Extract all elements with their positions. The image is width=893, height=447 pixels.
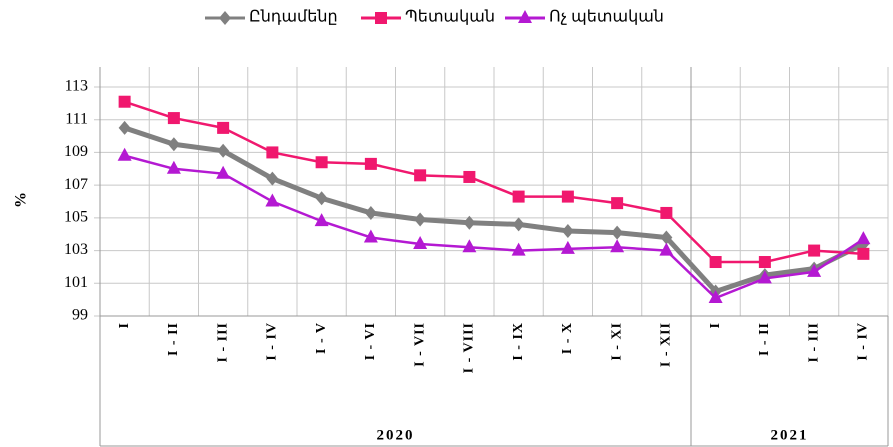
marker	[462, 239, 477, 253]
x-tick-label: I - X	[560, 322, 575, 354]
marker	[808, 244, 821, 257]
marker	[463, 170, 476, 183]
marker	[118, 95, 131, 108]
x-tick-label: I - IX	[511, 322, 526, 361]
marker	[167, 112, 180, 125]
marker	[219, 11, 231, 25]
marker	[315, 156, 328, 169]
marker	[414, 212, 427, 227]
marker	[660, 230, 673, 245]
series-line	[124, 100, 864, 264]
marker	[560, 240, 575, 254]
x-tick-label: I - VII	[412, 322, 427, 367]
series-line	[124, 154, 865, 300]
x-tick-label: I	[708, 322, 723, 328]
y-tick-label: 101	[64, 274, 88, 291]
y-tick-label: 99	[72, 307, 88, 324]
marker	[364, 157, 377, 170]
x-tick-label: I - IV	[265, 322, 280, 361]
marker	[413, 236, 428, 250]
marker	[266, 171, 279, 186]
x-tick-label: I - III	[806, 322, 821, 362]
marker	[611, 197, 624, 210]
x-tick-label: I - XI	[609, 322, 624, 361]
marker	[757, 270, 772, 284]
legend-label: Ոչ պետական	[549, 9, 664, 26]
x-tick-label: I - V	[314, 322, 329, 354]
y-tick-label: 103	[64, 241, 88, 258]
y-tick-label: 105	[64, 209, 88, 226]
marker	[266, 146, 279, 159]
marker	[265, 193, 280, 207]
x-tick-label: I - II	[757, 322, 772, 356]
marker	[512, 190, 525, 203]
x-tick-label: I	[117, 322, 132, 328]
y-tick-label: 111	[65, 110, 88, 127]
marker	[217, 121, 230, 134]
y-tick-label: 107	[64, 176, 88, 193]
marker	[857, 247, 870, 260]
x-tick-label: I - VIII	[462, 322, 477, 373]
marker	[414, 169, 427, 182]
marker	[364, 205, 377, 220]
marker	[315, 191, 328, 206]
x-tick-label: I - XII	[659, 322, 674, 367]
legend-label: Պետական	[405, 9, 495, 26]
marker	[512, 217, 525, 232]
marker	[561, 223, 574, 238]
marker	[463, 215, 476, 230]
marker	[375, 12, 387, 24]
marker	[610, 239, 625, 253]
marker	[314, 213, 329, 227]
marker	[216, 165, 231, 179]
series-line	[123, 125, 865, 294]
marker	[856, 231, 871, 245]
legend-label: Ընդամենը	[249, 9, 338, 26]
marker	[117, 147, 132, 161]
y-tick-label: 113	[65, 78, 88, 95]
group-label: 2021	[771, 427, 809, 443]
marker	[611, 225, 624, 240]
marker	[518, 10, 532, 23]
marker	[758, 256, 771, 269]
x-tick-label: I - II	[166, 322, 181, 356]
x-tick-label: I - III	[215, 322, 230, 362]
marker	[363, 229, 378, 243]
group-label: 2020	[377, 427, 415, 443]
marker	[807, 263, 822, 277]
marker	[561, 190, 574, 203]
marker	[118, 120, 131, 135]
marker	[167, 137, 180, 152]
marker	[708, 290, 723, 304]
marker	[709, 256, 722, 269]
marker	[660, 206, 673, 219]
y-tick-label: 109	[64, 143, 88, 160]
marker	[217, 143, 230, 158]
marker	[511, 242, 526, 256]
x-tick-label: I - VI	[363, 322, 378, 360]
marker	[166, 160, 181, 174]
x-tick-label: I - IV	[856, 322, 871, 361]
marker	[659, 242, 674, 256]
y-axis-label: %	[13, 192, 30, 208]
